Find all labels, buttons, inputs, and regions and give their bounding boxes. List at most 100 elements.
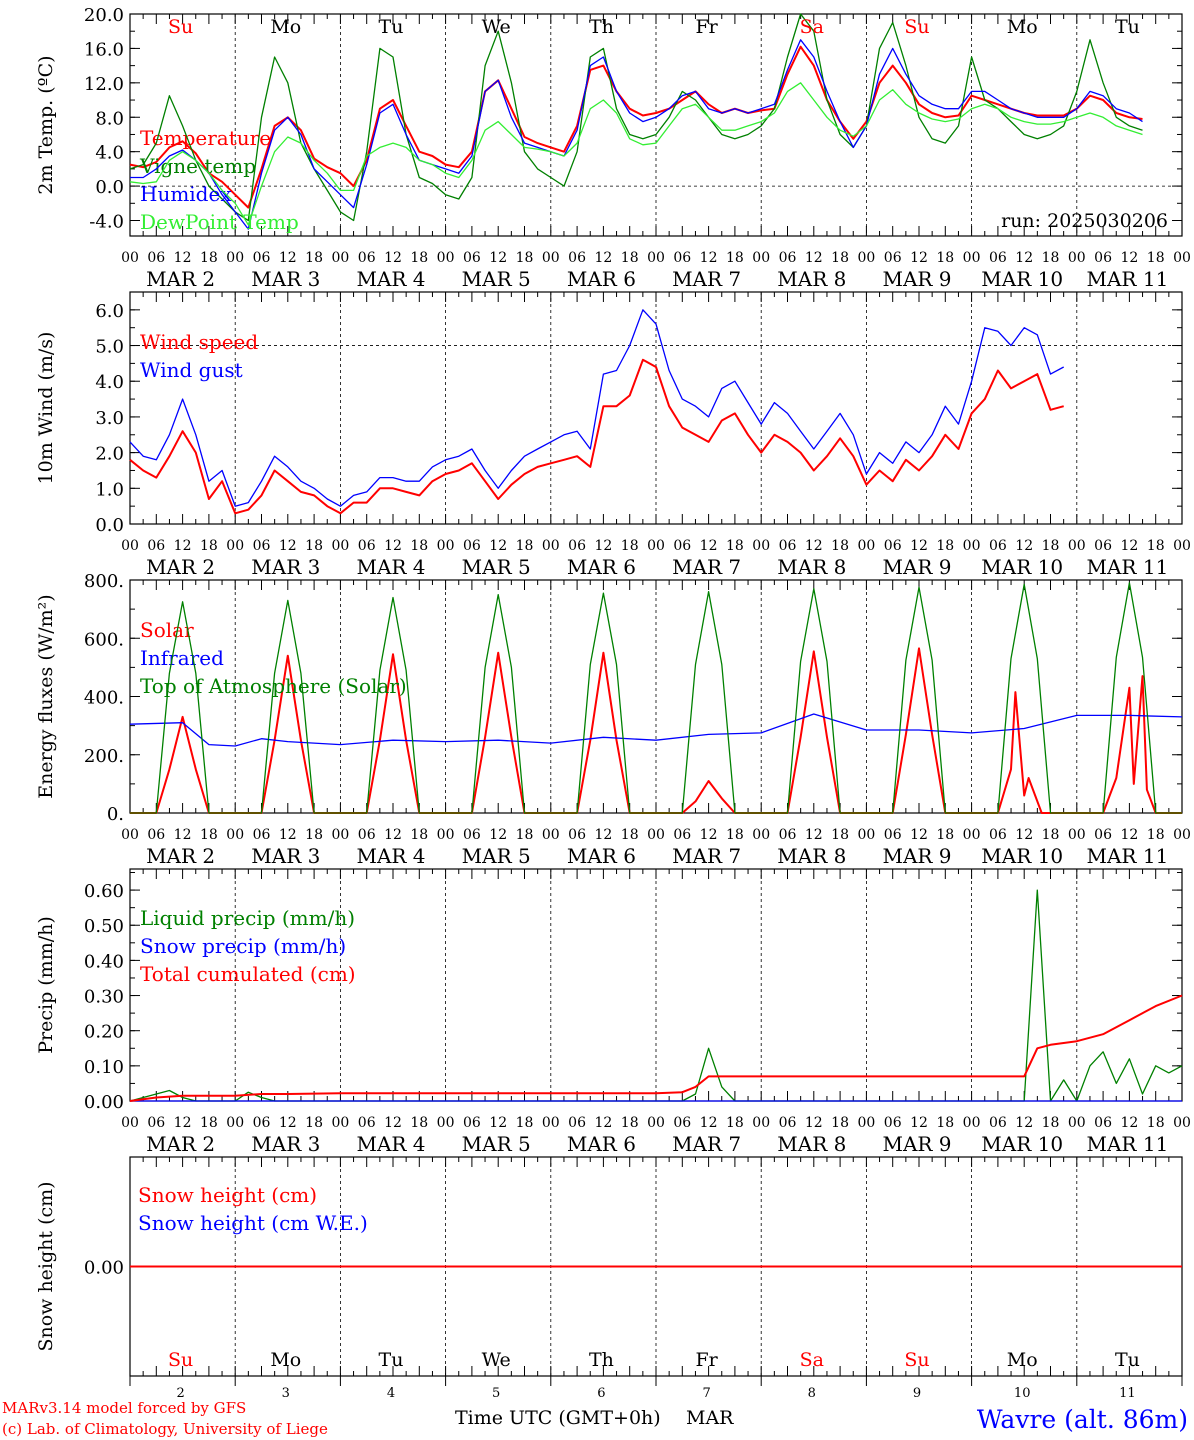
date-label: MAR 8 [777,555,846,579]
hour-label: 06 [253,827,271,843]
y-tick-label: 0.0 [95,515,124,536]
hour-label: 06 [147,250,165,266]
date-label: MAR 11 [1087,555,1169,579]
hour-label: 18 [936,827,954,843]
date-label: MAR 9 [882,1132,951,1156]
hour-label: 12 [1120,1115,1138,1131]
weekday-label: Tu [1115,16,1140,38]
hour-label: 06 [463,827,481,843]
model-credit: MARv3.14 model forced by GFS [2,1399,246,1417]
date-label: MAR 6 [567,267,636,291]
series-line-2 [129,309,1065,507]
y-tick-label: 5.0 [95,337,124,358]
hour-label: 06 [463,1115,481,1131]
hour-label: 00 [857,250,875,266]
y-tick-label: 4.0 [95,372,124,393]
hour-label: 00 [752,538,770,554]
date-label: MAR 2 [146,267,215,291]
day-number: 10 [1014,1386,1031,1401]
hour-label: 00 [437,827,455,843]
hour-label: 12 [805,827,823,843]
hour-label: 12 [489,827,507,843]
hour-label: 18 [305,250,323,266]
hour-label: 06 [989,827,1007,843]
weekday-label: Mo [1007,16,1038,38]
series-line-3 [129,994,1183,1102]
weekday-label: Su [168,16,193,38]
hour-label: 18 [726,1115,744,1131]
legend-entry: Wind speed [140,330,258,354]
hour-label: 18 [621,1115,639,1131]
hour-label: 12 [174,538,192,554]
hour-label: 00 [1068,827,1086,843]
weekday-label: Tu [379,1349,404,1371]
panel-2: 0.0 1.0 2.0 3.0 4.0 5.0 6.0 10m Wind (m/s) Wind … [35,291,1191,579]
panel-5: 0.00 Snow height (cm) Snow height (cm) Snow… [35,1156,1183,1377]
legend-entry: Temperature [140,126,271,150]
hour-label: 06 [1094,827,1112,843]
date-label: MAR 3 [251,267,320,291]
weekday-label: We [482,1349,511,1371]
hour-label: 18 [831,1115,849,1131]
x-axis-title: Time UTC (GMT+0h) [455,1407,661,1429]
date-label: MAR 4 [356,844,425,868]
hour-label: 18 [410,250,428,266]
y-tick-label: 0.0 [95,177,124,198]
y-tick-label: 2.0 [95,444,124,465]
hour-label: 18 [200,827,218,843]
hour-label: 00 [331,827,349,843]
date-label: MAR 5 [462,267,531,291]
y-tick-label: 6.0 [95,301,124,322]
hour-label: 12 [384,827,402,843]
hour-label: 06 [884,827,902,843]
date-label: MAR 11 [1087,844,1169,868]
hour-label: 06 [463,538,481,554]
date-label: MAR 3 [251,1132,320,1156]
hour-label: 18 [305,1115,323,1131]
legend-entry: Wind gust [140,358,243,382]
hour-label: 00 [121,827,139,843]
date-label: MAR 10 [981,267,1063,291]
y-tick-label: 400. [84,688,124,709]
hour-label: 06 [1094,250,1112,266]
hour-label: 06 [568,1115,586,1131]
hour-label: 12 [805,250,823,266]
date-label: MAR 7 [672,555,741,579]
series-line-1 [130,647,1182,814]
hour-label: 00 [1173,1115,1191,1131]
hour-label: 00 [121,1115,139,1131]
hour-label: 12 [489,1115,507,1131]
weekday-label: Tu [1115,1349,1140,1371]
hour-label: 06 [147,538,165,554]
hour-label: 06 [253,538,271,554]
hour-label: 12 [174,827,192,843]
hour-label: 12 [700,250,718,266]
hour-label: 00 [121,538,139,554]
hour-label: 12 [700,827,718,843]
legend-entry: Snow height (cm) [138,1183,317,1207]
footer: MARv3.14 model forced by GFS (c) Lab. of… [2,1399,1188,1438]
hour-label: 18 [1042,538,1060,554]
date-label: MAR 5 [462,844,531,868]
hour-label: 12 [805,1115,823,1131]
hour-label: 18 [1147,538,1165,554]
hour-label: 18 [726,250,744,266]
legend-entry: DewPoint Temp [140,210,299,234]
date-label: MAR 9 [882,844,951,868]
day-number: 11 [1119,1386,1136,1401]
hour-label: 12 [384,538,402,554]
hour-label: 18 [621,250,639,266]
hour-label: 18 [305,538,323,554]
hour-label: 18 [1147,1115,1165,1131]
hour-label: 12 [1120,538,1138,554]
y-axis-label: Snow height (cm) [35,1181,57,1351]
series-line-3 [130,39,1143,230]
lab-credit: (c) Lab. of Climatology, University of L… [2,1420,328,1438]
y-tick-label: 0.40 [84,951,124,972]
date-label: MAR 5 [462,1132,531,1156]
date-label: MAR 6 [567,1132,636,1156]
hour-label: 00 [752,827,770,843]
day-number: 4 [387,1386,395,1401]
y-tick-label: 16.0 [84,39,124,60]
hour-label: 12 [594,1115,612,1131]
